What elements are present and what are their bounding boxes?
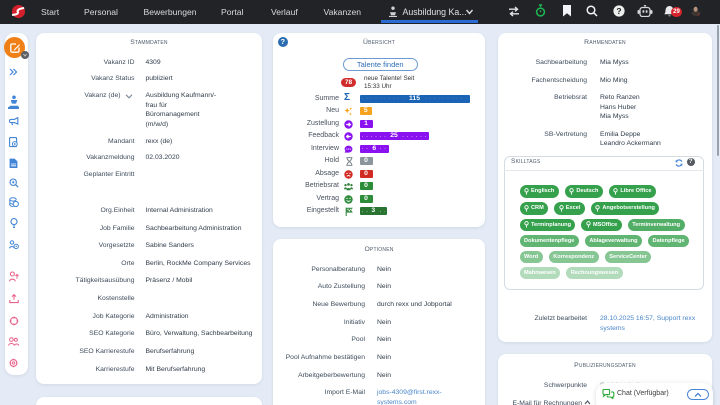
svg-text:?: ?: [616, 6, 621, 16]
